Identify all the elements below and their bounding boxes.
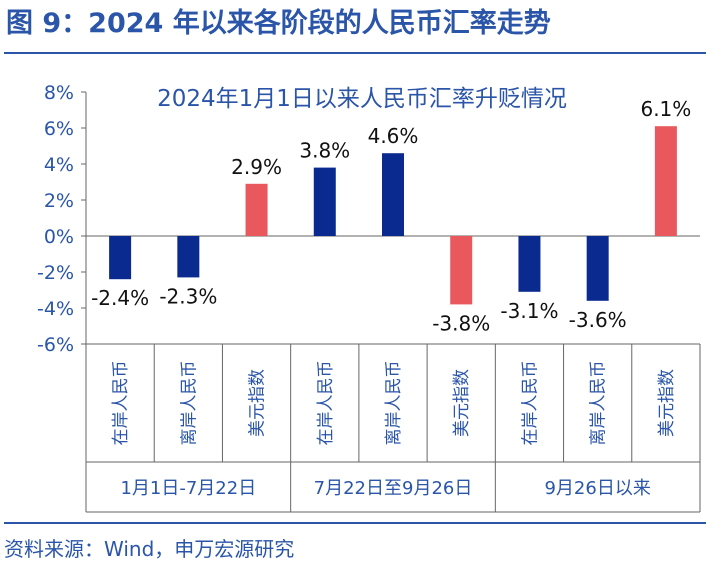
value-label: -2.4%: [91, 286, 149, 310]
category-label: 在岸人民币: [316, 361, 336, 446]
value-label: 6.1%: [640, 97, 691, 121]
group-label: 1月1日-7月22日: [120, 478, 256, 499]
group-label: 7月22日至9月26日: [314, 478, 473, 499]
bar-8: [586, 236, 609, 301]
bar-3: [245, 183, 268, 236]
value-label: -3.8%: [432, 311, 490, 335]
category-label: 美元指数: [248, 369, 268, 437]
value-label: -3.6%: [569, 308, 627, 332]
category-label: 离岸人民币: [589, 361, 609, 446]
bar-4: [313, 167, 336, 236]
y-tick-label: 6%: [44, 118, 74, 140]
category-label: 离岸人民币: [179, 361, 199, 446]
value-label: -2.3%: [159, 284, 217, 308]
y-tick-label: 0%: [44, 226, 74, 248]
category-label: 在岸人民币: [111, 361, 131, 446]
bar-7: [518, 236, 541, 292]
source-note: 资料来源：Wind，申万宏源研究: [4, 537, 295, 561]
source-rule: [4, 522, 706, 524]
bar-6: [450, 236, 473, 305]
bar-9: [654, 126, 677, 236]
bar-5: [382, 153, 404, 236]
value-label: -3.1%: [500, 299, 558, 323]
category-label: 离岸人民币: [384, 361, 404, 446]
category-label: 美元指数: [452, 369, 472, 437]
bar-2: [177, 236, 200, 278]
y-tick-label: -2%: [37, 262, 74, 284]
exchange-rate-bar-chart: 2024年1月1日以来人民币汇率升贬情况 8% 6% 4% 2% 0% -2% -4% -6%…: [37, 82, 701, 513]
figure-title: 图 9：2024 年以来各阶段的人民币汇率走势: [6, 8, 551, 39]
label-layer: -2.4% 在岸人民币 -2.3% 离岸人民币 2.9% 美元指数 3.8% 在岸人民币 4.6…: [91, 97, 691, 499]
group-label: 9月26日以来: [544, 478, 650, 499]
y-tick-label: 8%: [44, 82, 74, 104]
y-tick-label: 2%: [44, 190, 74, 212]
value-label: 3.8%: [299, 139, 350, 163]
category-label: 在岸人民币: [520, 361, 540, 446]
y-tick-label: -4%: [37, 298, 74, 320]
bar-1: [109, 236, 132, 280]
bar-layer: [109, 126, 677, 305]
value-label: 2.9%: [231, 155, 282, 179]
title-rule: [4, 52, 706, 54]
category-label: 美元指数: [657, 369, 677, 437]
y-tick-label: 4%: [44, 154, 74, 176]
chart-title: 2024年1月1日以来人民币汇率升贬情况: [157, 86, 567, 112]
y-tick-label: -6%: [37, 334, 74, 356]
value-label: 4.6%: [368, 124, 419, 148]
